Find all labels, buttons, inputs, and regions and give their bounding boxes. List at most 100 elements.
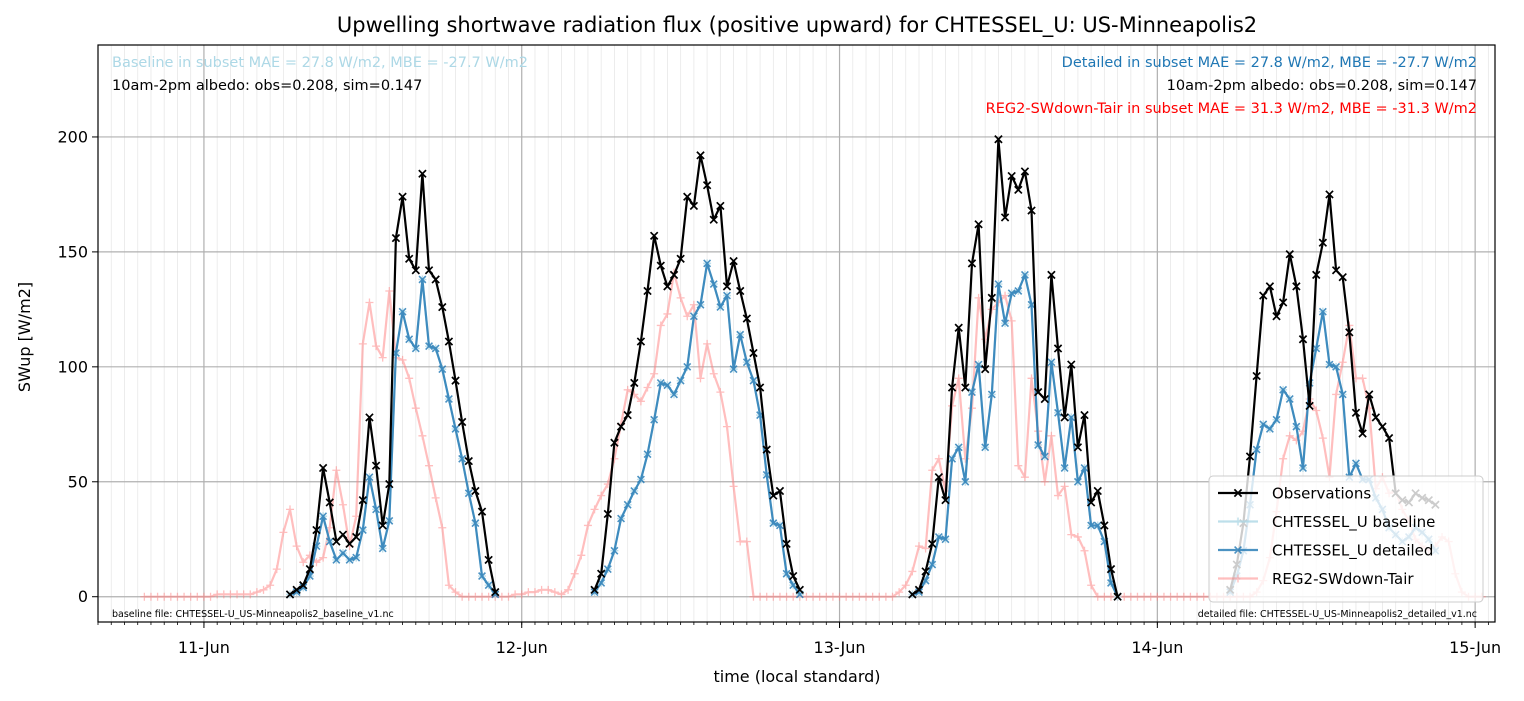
- data-point: [696, 374, 705, 383]
- data-point: [650, 369, 659, 378]
- data-point: [206, 592, 215, 601]
- data-point: [736, 286, 745, 296]
- data-point: [1233, 488, 1243, 498]
- data-point: [305, 564, 315, 574]
- data-point: [656, 321, 665, 330]
- data-point: [332, 555, 341, 564]
- series-line: [593, 154, 801, 591]
- data-point: [332, 466, 341, 475]
- data-point: [596, 569, 606, 578]
- x-axis-label: time (local standard): [713, 667, 880, 686]
- data-point: [590, 505, 599, 514]
- data-point: [676, 254, 685, 263]
- data-point: [358, 526, 367, 535]
- data-point: [921, 544, 930, 553]
- data-point: [895, 588, 904, 597]
- data-point: [1067, 413, 1076, 422]
- data-point: [670, 390, 678, 399]
- data-point: [1278, 298, 1288, 307]
- data-point: [405, 335, 414, 344]
- baseline-stats-annotation: Baseline in subset MAE = 27.8 W/m2, MBE …: [112, 55, 528, 71]
- data-point: [1318, 307, 1327, 316]
- data-point: [994, 135, 1003, 144]
- data-point: [1358, 374, 1367, 383]
- data-point: [742, 314, 752, 323]
- data-point: [266, 581, 275, 590]
- data-point: [1047, 431, 1056, 440]
- data-point: [530, 588, 539, 597]
- data-point: [438, 365, 447, 374]
- data-point: [1285, 249, 1294, 259]
- data-point: [1265, 424, 1274, 433]
- data-point: [967, 259, 977, 268]
- data-point: [319, 512, 328, 521]
- data-point: [954, 443, 963, 452]
- data-point: [1272, 312, 1281, 321]
- series-line: [289, 172, 497, 596]
- data-point: [1106, 564, 1116, 574]
- data-point: [557, 590, 566, 599]
- data-point: [1285, 431, 1294, 440]
- data-point: [769, 519, 778, 528]
- data-point: [504, 592, 513, 601]
- plot-area: 11-Jun 12-Jun 13-Jun 14-Jun 15-Jun 0 50 100 150 2…: [57, 44, 1501, 657]
- data-point: [425, 461, 434, 470]
- data-point: [1100, 521, 1109, 530]
- data-point: [610, 438, 619, 447]
- data-point: [285, 590, 295, 599]
- data-point: [1060, 413, 1069, 422]
- data-point: [941, 495, 950, 505]
- data-point: [405, 374, 414, 383]
- data-point: [729, 365, 738, 374]
- data-point: [729, 482, 738, 491]
- data-point: [352, 532, 361, 542]
- albedo-right-annotation: 10am-2pm albedo: obs=0.208, sim=0.147: [1167, 78, 1477, 94]
- data-point: [908, 567, 917, 576]
- data-point: [623, 500, 632, 509]
- data-point: [782, 539, 791, 549]
- data-point: [1040, 452, 1049, 461]
- data-point: [961, 383, 970, 392]
- data-point: [1358, 429, 1367, 438]
- data-point: [702, 181, 712, 190]
- data-point: [683, 362, 692, 371]
- x-tick-label: 12-Jun: [496, 638, 548, 657]
- data-point: [1325, 190, 1334, 199]
- data-point: [365, 473, 374, 482]
- data-point: [1060, 482, 1069, 491]
- data-point: [365, 298, 374, 307]
- data-point: [716, 303, 725, 312]
- data-point: [980, 364, 990, 374]
- data-point: [444, 395, 453, 403]
- y-axis-label: SWup [W/m2]: [15, 282, 34, 392]
- data-point: [901, 581, 910, 590]
- data-point: [914, 542, 923, 551]
- data-point: [630, 378, 639, 388]
- data-point: [398, 355, 407, 364]
- data-point: [676, 293, 685, 302]
- y-tick-label: 150: [57, 242, 88, 261]
- data-point: [769, 491, 778, 500]
- data-point: [636, 475, 645, 484]
- data-point: [954, 323, 963, 332]
- data-point: [371, 461, 381, 470]
- data-point: [1252, 445, 1261, 454]
- data-point: [365, 413, 374, 422]
- data-point: [762, 445, 771, 454]
- data-point: [987, 390, 996, 399]
- data-point: [279, 528, 288, 537]
- data-point: [1332, 362, 1341, 371]
- data-point: [385, 479, 394, 489]
- y-tick-label: 200: [57, 127, 88, 146]
- data-point: [1080, 546, 1089, 555]
- data-point: [736, 330, 745, 339]
- data-point: [729, 256, 738, 266]
- data-point: [643, 450, 652, 459]
- data-point: [292, 585, 301, 595]
- data-point: [404, 254, 414, 263]
- data-point: [597, 491, 606, 500]
- data-point: [451, 588, 460, 597]
- data-point: [663, 381, 672, 390]
- data-point: [961, 477, 970, 486]
